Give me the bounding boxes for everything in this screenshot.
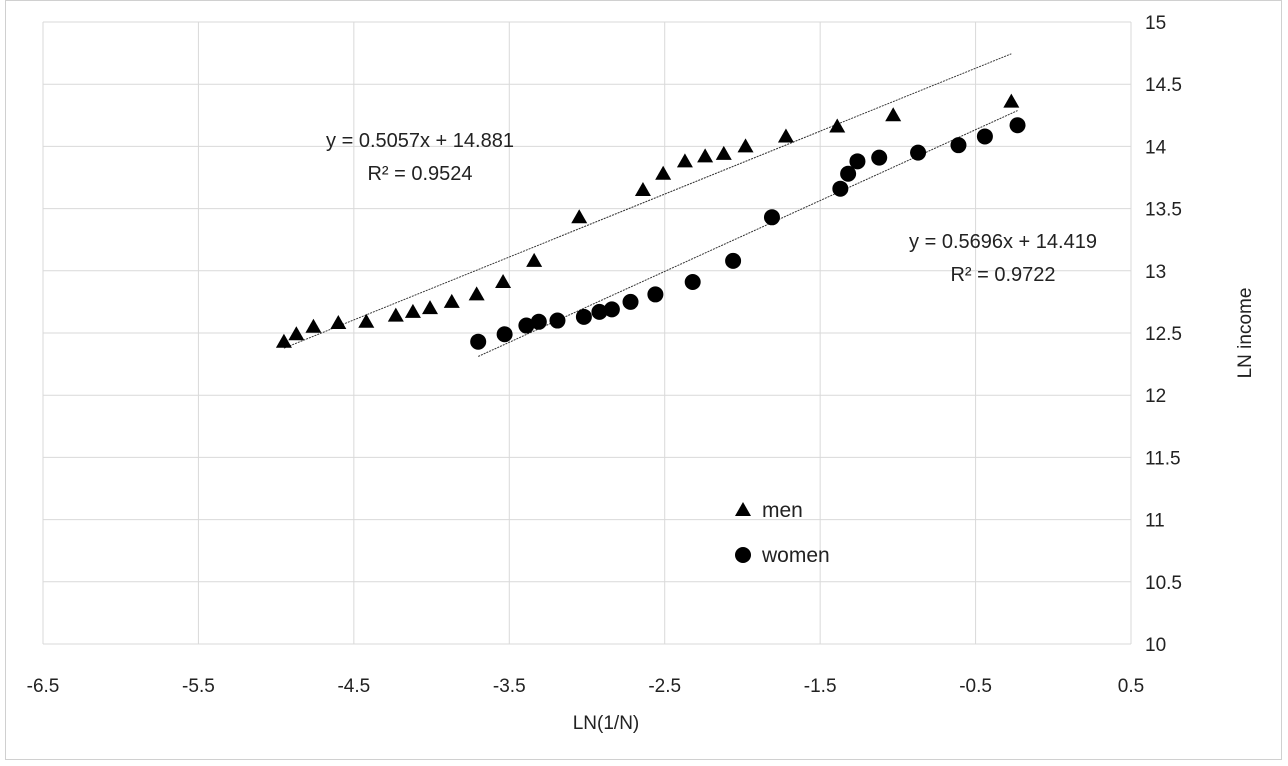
- legend: men women: [735, 499, 830, 567]
- x-tick-label: -4.5: [337, 676, 370, 697]
- y-tick-label: 12.5: [1145, 324, 1182, 345]
- men-point: [1003, 93, 1020, 108]
- men-point: [404, 303, 421, 318]
- y-tick-label: 14: [1145, 137, 1167, 158]
- women-point: [840, 165, 857, 182]
- x-tick-label: -3.5: [493, 676, 526, 697]
- men-point: [358, 313, 375, 328]
- women-point: [647, 286, 664, 303]
- women-trend-equation: y = 0.5696x + 14.419: [909, 231, 1097, 253]
- men-point: [288, 326, 305, 341]
- women-point: [976, 128, 993, 145]
- men-point: [495, 273, 512, 288]
- chart-border: [5, 0, 1282, 760]
- women-point: [591, 303, 608, 320]
- women-point: [725, 252, 742, 269]
- women-trendline: [477, 110, 1018, 357]
- legend-women-label: women: [761, 544, 830, 567]
- men-point: [829, 118, 846, 133]
- y-tick-label: 14.5: [1145, 75, 1182, 96]
- women-point: [496, 326, 513, 343]
- men-point: [387, 307, 404, 322]
- y-tick-label: 10: [1145, 635, 1166, 656]
- men-point: [305, 318, 322, 333]
- men-point: [468, 286, 485, 301]
- men-point: [422, 300, 439, 315]
- x-tick-label: -5.5: [182, 676, 215, 697]
- women-point: [549, 312, 566, 329]
- trendlines: [283, 53, 1018, 357]
- women-point: [849, 153, 866, 170]
- men-point: [655, 165, 672, 180]
- men-point: [676, 153, 693, 168]
- men-trend-equation: y = 0.5057x + 14.881: [326, 130, 514, 152]
- data-markers: [275, 93, 1026, 350]
- women-point: [1009, 117, 1026, 134]
- women-point: [684, 273, 701, 290]
- women-point: [603, 301, 620, 318]
- women-point: [575, 308, 592, 325]
- women-point: [910, 144, 927, 161]
- legend-men-triangle-icon: [735, 502, 751, 516]
- women-point: [832, 180, 849, 197]
- y-tick-label: 10.5: [1145, 573, 1182, 594]
- women-point: [518, 317, 535, 334]
- women-point: [950, 137, 967, 154]
- women-point: [470, 333, 487, 350]
- x-tick-label: -0.5: [959, 676, 992, 697]
- x-tick-label: -1.5: [804, 676, 837, 697]
- men-point: [737, 138, 754, 153]
- men-point: [275, 333, 292, 348]
- tick-labels: -6.5 -5.5 -4.5 -3.5 -2.5 -1.5 -0.5 0.510 10.5 11 1…: [27, 13, 1182, 697]
- men-point: [697, 148, 714, 163]
- y-tick-label: 13: [1145, 262, 1166, 283]
- legend-women-circle-icon: [735, 547, 751, 563]
- women-trend-r2: R² = 0.9722: [950, 264, 1055, 286]
- men-point: [443, 293, 460, 308]
- x-axis-label: LN(1/N): [573, 713, 640, 734]
- x-tick-label: -2.5: [648, 676, 681, 697]
- y-tick-label: 13.5: [1145, 200, 1182, 221]
- legend-men-label: men: [762, 499, 803, 522]
- women-point: [871, 149, 888, 166]
- men-point: [634, 181, 651, 196]
- y-tick-label: 12: [1145, 386, 1166, 407]
- men-point: [330, 315, 347, 330]
- y-tick-label: 15: [1145, 13, 1166, 34]
- men-point: [571, 209, 588, 224]
- y-axis-label: LN income: [1235, 288, 1256, 379]
- x-tick-label: -6.5: [27, 676, 60, 697]
- men-point: [777, 128, 794, 143]
- men-trend-r2: R² = 0.9524: [367, 163, 472, 185]
- women-point: [622, 293, 639, 310]
- women-point: [763, 209, 780, 226]
- men-trendline: [283, 53, 1012, 349]
- gridlines: [42, 21, 1132, 645]
- men-point: [526, 252, 543, 267]
- men-point: [715, 145, 732, 160]
- x-tick-label: 0.5: [1118, 676, 1144, 697]
- men-point: [885, 107, 902, 122]
- y-tick-label: 11.5: [1145, 448, 1181, 469]
- y-tick-label: 11: [1145, 511, 1165, 532]
- women-point: [530, 313, 547, 330]
